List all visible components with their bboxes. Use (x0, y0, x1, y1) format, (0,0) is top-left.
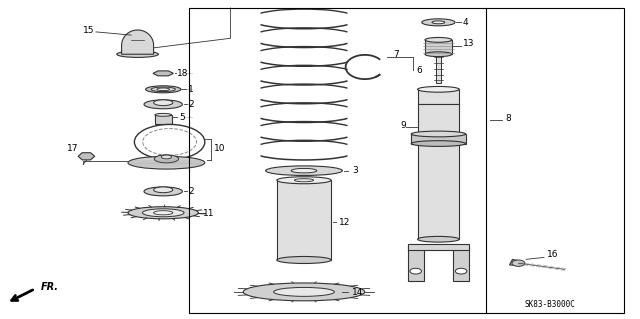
Text: 2: 2 (189, 187, 195, 196)
Bar (408, 246, 424, 281)
Bar (425, 40, 452, 54)
Text: 7: 7 (394, 50, 399, 59)
Ellipse shape (418, 236, 460, 242)
Ellipse shape (116, 51, 159, 57)
Ellipse shape (161, 155, 172, 159)
Text: 10: 10 (214, 144, 226, 153)
Ellipse shape (412, 131, 466, 137)
Text: 18: 18 (177, 69, 189, 78)
Ellipse shape (412, 141, 466, 146)
Text: 4: 4 (463, 18, 468, 26)
Text: 5: 5 (179, 113, 185, 122)
Ellipse shape (142, 209, 184, 217)
Ellipse shape (425, 52, 452, 57)
Ellipse shape (276, 256, 332, 263)
Bar (277, 180, 332, 260)
Ellipse shape (155, 113, 172, 116)
Text: 8: 8 (506, 114, 511, 123)
Ellipse shape (294, 179, 314, 182)
Ellipse shape (432, 21, 445, 24)
Bar (418, 89, 460, 104)
Bar (453, 246, 468, 281)
Ellipse shape (276, 177, 332, 184)
Bar (155, 115, 172, 124)
Polygon shape (122, 30, 154, 54)
Ellipse shape (418, 86, 460, 92)
Circle shape (512, 260, 525, 266)
Bar (418, 104, 460, 239)
Text: 17: 17 (67, 144, 79, 152)
Bar (436, 56, 441, 83)
Ellipse shape (422, 19, 455, 26)
Bar (412, 134, 466, 144)
Text: 16: 16 (547, 250, 559, 259)
Text: 11: 11 (203, 209, 214, 218)
Ellipse shape (128, 156, 205, 169)
Ellipse shape (274, 287, 334, 296)
Ellipse shape (154, 187, 173, 193)
Polygon shape (509, 259, 520, 265)
Text: 15: 15 (83, 26, 95, 35)
Ellipse shape (154, 211, 173, 215)
Polygon shape (78, 153, 95, 160)
Text: 6: 6 (416, 66, 422, 75)
Circle shape (410, 268, 422, 274)
Text: 12: 12 (339, 218, 351, 227)
Ellipse shape (291, 168, 317, 173)
Ellipse shape (266, 166, 342, 175)
Text: 2: 2 (189, 100, 195, 108)
Text: 9: 9 (400, 121, 406, 130)
Ellipse shape (243, 283, 365, 301)
Text: 3: 3 (352, 166, 358, 175)
Ellipse shape (144, 187, 182, 196)
Ellipse shape (425, 38, 452, 42)
Text: 13: 13 (463, 39, 474, 48)
Text: FR.: FR. (40, 282, 58, 292)
Text: SK83-B3000C: SK83-B3000C (525, 300, 575, 309)
Ellipse shape (128, 207, 198, 219)
Bar (408, 244, 469, 250)
Ellipse shape (154, 155, 179, 163)
Circle shape (456, 268, 467, 274)
Polygon shape (153, 71, 173, 76)
Ellipse shape (144, 100, 182, 109)
Ellipse shape (154, 100, 173, 106)
Ellipse shape (151, 87, 175, 92)
Text: 1: 1 (188, 85, 193, 93)
Ellipse shape (146, 86, 180, 93)
Text: 14: 14 (352, 288, 364, 297)
Bar (189, 8, 624, 313)
Ellipse shape (157, 88, 170, 91)
